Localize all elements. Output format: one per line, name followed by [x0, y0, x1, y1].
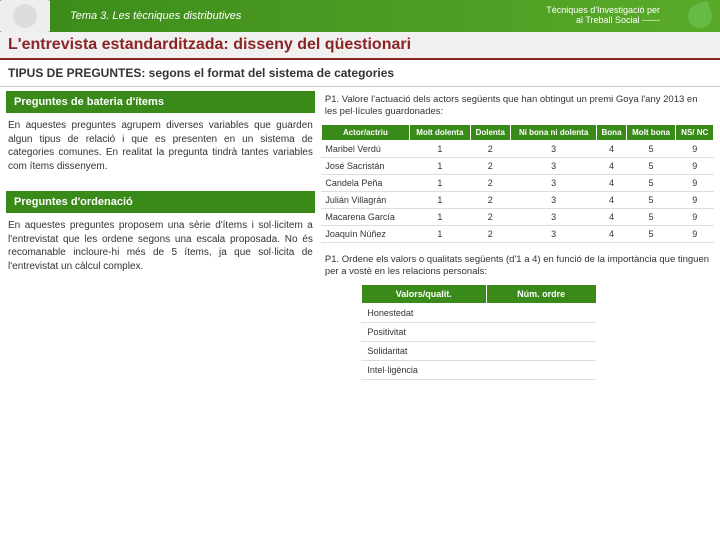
table-cell: 1 [409, 191, 470, 208]
content: Preguntes de bateria d'ítems En aquestes… [0, 87, 720, 392]
table-cell: 9 [676, 140, 714, 157]
table-cell: 2 [470, 191, 510, 208]
table-header-cell: Ni bona ni dolenta [510, 124, 597, 140]
title-bar: L'entrevista estandarditzada: disseny de… [0, 32, 720, 60]
table-header-cell: NS/ NC [676, 124, 714, 140]
section2-right: P1. Ordene els valors o qualitats següen… [321, 251, 714, 380]
table-cell: 3 [510, 140, 597, 157]
table-row: José Sacristán123459 [321, 157, 713, 174]
table-row: Positivitat [361, 322, 596, 341]
order-table: Valors/qualit.Núm. ordre HonestedatPosit… [361, 284, 597, 380]
section2-body: En aquestes preguntes proposem una sèrie… [6, 217, 315, 283]
table-cell: 2 [470, 225, 510, 242]
table-cell [486, 360, 596, 379]
table-cell: 9 [676, 157, 714, 174]
table-cell: 4 [597, 191, 626, 208]
table-cell: Intel·ligència [361, 360, 486, 379]
table-header-cell: Molt bona [626, 124, 676, 140]
table-row: Joaquín Núñez123459 [321, 225, 713, 242]
table-cell: 1 [409, 208, 470, 225]
table-cell: 5 [626, 157, 676, 174]
table-row: Julián Villagrán123459 [321, 191, 713, 208]
table-cell: 9 [676, 191, 714, 208]
table-cell: Solidaritat [361, 341, 486, 360]
table-cell: 3 [510, 157, 597, 174]
header-topic: Tema 3. Les tècniques distributives [10, 10, 546, 22]
table-cell: 4 [597, 140, 626, 157]
table-cell: 4 [597, 174, 626, 191]
table-header-cell: Actor/actriu [321, 124, 409, 140]
table-row: Solidaritat [361, 341, 596, 360]
table-cell: 3 [510, 191, 597, 208]
table-cell: 4 [597, 225, 626, 242]
table-header-cell: Bona [597, 124, 626, 140]
table-cell: 2 [470, 157, 510, 174]
header-course-line2: al Treball Social ------ [546, 16, 660, 26]
table-row: Candela Peña123459 [321, 174, 713, 191]
table-cell: Joaquín Núñez [321, 225, 409, 242]
header-bar: Tema 3. Les tècniques distributives Tècn… [0, 0, 720, 32]
table-cell: Julián Villagrán [321, 191, 409, 208]
table-header-cell: Núm. ordre [486, 284, 596, 303]
rating-table: Actor/actriuMolt dolentaDolentaNi bona n… [321, 124, 714, 243]
rating-table-header-row: Actor/actriuMolt dolentaDolentaNi bona n… [321, 124, 713, 140]
table-cell: 1 [409, 140, 470, 157]
table-cell: 9 [676, 174, 714, 191]
table-row: Honestedat [361, 303, 596, 322]
table-cell: Honestedat [361, 303, 486, 322]
table-cell: Candela Peña [321, 174, 409, 191]
section2-prompt: P1. Ordene els valors o qualitats següen… [321, 251, 714, 284]
right-column: P1. Valore l'actuació dels actors següen… [321, 91, 714, 388]
table-cell: 1 [409, 157, 470, 174]
section1-right: P1. Valore l'actuació dels actors següen… [321, 91, 714, 243]
table-row: Macarena García123459 [321, 208, 713, 225]
left-column: Preguntes de bateria d'ítems En aquestes… [6, 91, 315, 388]
table-cell: Positivitat [361, 322, 486, 341]
table-cell: 9 [676, 225, 714, 242]
table-cell: 5 [626, 208, 676, 225]
table-header-cell: Dolenta [470, 124, 510, 140]
chat-bubbles-icon [0, 0, 50, 32]
table-cell: 2 [470, 140, 510, 157]
section2-left: Preguntes d'ordenació En aquestes pregun… [6, 191, 315, 283]
table-cell [486, 341, 596, 360]
table-cell: 5 [626, 140, 676, 157]
table-cell: 3 [510, 174, 597, 191]
table-cell: José Sacristán [321, 157, 409, 174]
table-cell [486, 322, 596, 341]
section2-heading: Preguntes d'ordenació [6, 191, 315, 213]
table-cell: 2 [470, 174, 510, 191]
table-cell: 5 [626, 225, 676, 242]
table-cell: 9 [676, 208, 714, 225]
table-cell: 1 [409, 174, 470, 191]
section1-prompt: P1. Valore l'actuació dels actors següen… [321, 91, 714, 124]
header-course: Tècniques d'Investigació per al Treball … [546, 6, 660, 26]
table-cell: 3 [510, 208, 597, 225]
table-cell: 2 [470, 208, 510, 225]
table-row: Maribel Verdú123459 [321, 140, 713, 157]
table-header-cell: Molt dolenta [409, 124, 470, 140]
subtitle: TIPUS DE PREGUNTES: segons el format del… [0, 60, 720, 87]
order-table-header-row: Valors/qualit.Núm. ordre [361, 284, 596, 303]
table-cell [486, 303, 596, 322]
table-cell: 4 [597, 208, 626, 225]
table-row: Intel·ligència [361, 360, 596, 379]
table-cell: Macarena García [321, 208, 409, 225]
section1-heading: Preguntes de bateria d'ítems [6, 91, 315, 113]
section1-body: En aquestes preguntes agrupem diverses v… [6, 117, 315, 183]
table-cell: Maribel Verdú [321, 140, 409, 157]
table-cell: 5 [626, 174, 676, 191]
table-cell: 5 [626, 191, 676, 208]
table-cell: 4 [597, 157, 626, 174]
table-header-cell: Valors/qualit. [361, 284, 486, 303]
page-title: L'entrevista estandarditzada: disseny de… [8, 36, 712, 54]
leaf-icon [680, 0, 720, 32]
table-cell: 3 [510, 225, 597, 242]
table-cell: 1 [409, 225, 470, 242]
section1-left: Preguntes de bateria d'ítems En aquestes… [6, 91, 315, 183]
